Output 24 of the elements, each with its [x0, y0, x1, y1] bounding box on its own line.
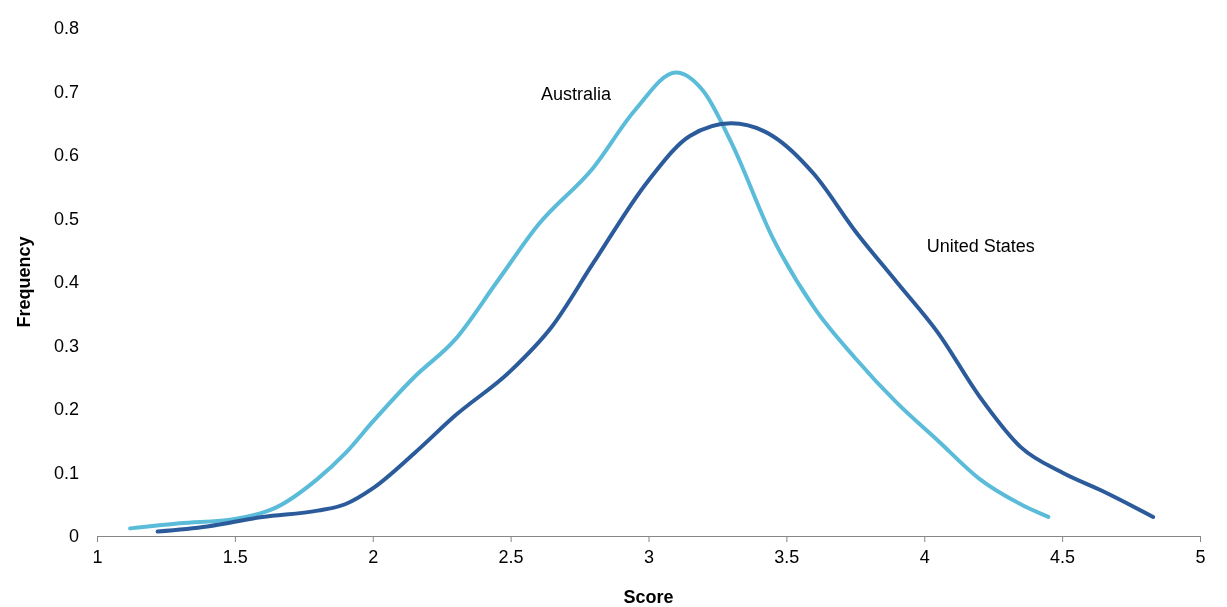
y-axis-title: Frequency	[14, 236, 34, 328]
x-tick-label: 3.5	[774, 547, 800, 567]
line-series	[128, 70, 1051, 531]
line-series	[155, 121, 1156, 534]
x-tick-label: 1	[92, 547, 103, 567]
series-label: Australia	[541, 84, 613, 105]
y-tick-label: 0	[68, 526, 79, 547]
x-tick-label: 2	[368, 547, 379, 567]
y-tick-label: 0.5	[53, 208, 79, 229]
x-tick-label: 1.5	[222, 547, 248, 567]
y-tick-label: 0.7	[53, 81, 79, 102]
y-tick-label: 0.2	[53, 399, 79, 420]
y-tick-label: 0.8	[53, 18, 79, 39]
y-tick-label: 0.1	[53, 462, 79, 483]
x-tick-label: 3	[643, 547, 655, 567]
y-tick-label: 0.3	[53, 335, 79, 356]
x-tick-label: 5	[1195, 547, 1206, 567]
x-axis-title: Score	[623, 587, 674, 607]
text: United States	[926, 236, 1035, 256]
x-tick-label: 4.5	[1050, 547, 1076, 567]
y-tick-label: 0.4	[53, 272, 79, 293]
x-tick-label: 4	[919, 547, 930, 567]
x-tick-label: 2.5	[498, 547, 524, 567]
y-tick-label: 0.6	[53, 145, 79, 166]
